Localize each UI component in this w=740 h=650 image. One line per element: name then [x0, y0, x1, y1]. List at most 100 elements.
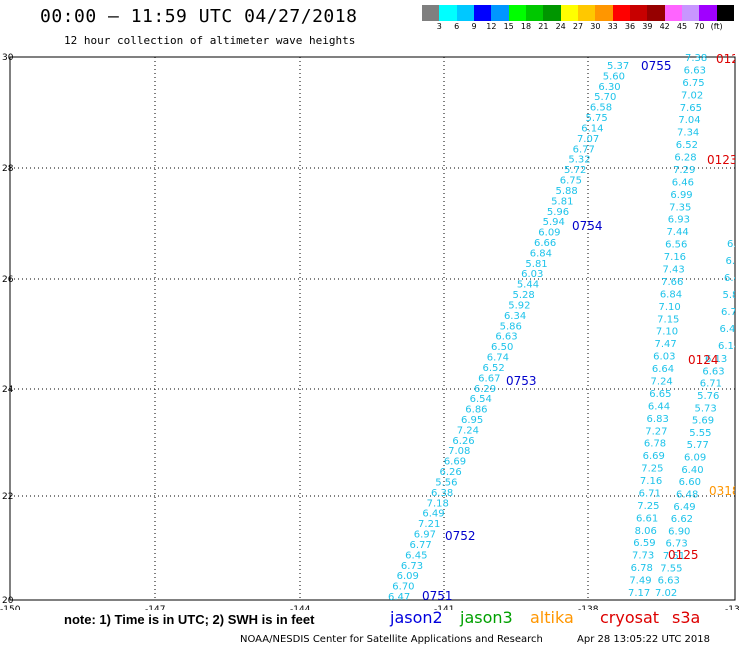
wave-height-value: 6.09 — [538, 228, 560, 239]
wave-height-value: 6.03 — [521, 269, 543, 280]
wave-height-value: 7.49 — [629, 576, 651, 587]
colorbar-label: 9 — [471, 22, 477, 31]
legend-s3a: s3a — [672, 608, 701, 627]
wave-height-value: 6.78 — [644, 439, 666, 450]
wave-height-value: 6.84 — [530, 248, 552, 259]
wave-height-value: 6.66 — [534, 238, 556, 249]
lon-label: -147 — [145, 605, 165, 610]
wave-height-value: 5.77 — [687, 440, 709, 451]
note-text: note: 1) Time is in UTC; 2) SWH is in fe… — [64, 612, 315, 627]
wave-height-value: 5.32 — [568, 155, 590, 166]
colorbar-label: 27 — [572, 22, 584, 31]
colorbar-swatch — [699, 5, 717, 21]
wave-height-value: 7.65 — [680, 103, 702, 114]
wave-height-value: 7.10 — [656, 327, 678, 338]
map-title: 00:00 – 11:59 UTC 04/27/2018 — [40, 6, 358, 27]
lat-label: 26 — [2, 275, 14, 285]
legend-jason2: jason2 — [390, 608, 443, 627]
colorbar-label: 12 — [486, 22, 497, 31]
colorbar-label: 24 — [555, 22, 566, 31]
colorbar-label: 15 — [503, 22, 514, 31]
wave-height-value: 5.94 — [543, 217, 565, 228]
wave-height-value: 7.47 — [655, 339, 677, 350]
lon-label: -135 — [725, 605, 740, 610]
time-mark-jason2: 0752 — [445, 529, 476, 543]
wave-height-value: 6.44 — [648, 401, 670, 412]
wave-height-value: 6.67 — [478, 373, 500, 384]
wave-height-value: 6.03 — [653, 352, 675, 363]
wave-height-value: 7.08 — [448, 446, 470, 457]
wave-height-value: 7.16 — [664, 252, 686, 263]
wave-height-value: 6.45 — [405, 550, 427, 561]
colorbar-label: 30 — [590, 22, 601, 31]
wave-height-value: 6.86 — [465, 405, 487, 416]
lat-label: 22 — [2, 492, 13, 502]
wave-height-value: 5.70 — [594, 92, 616, 103]
lon-label: -141 — [434, 605, 454, 610]
wave-height-value: 6.60 — [679, 477, 701, 488]
wave-height-value: 7.18 — [427, 498, 449, 509]
wave-height-value: 6.69 — [643, 451, 665, 462]
wave-height-value: 5.55 — [689, 428, 711, 439]
colorbar-swatch — [647, 5, 665, 21]
wave-height-value: 7.66 — [661, 277, 683, 288]
wave-height-value: 6.30 — [598, 82, 620, 93]
wave-height-value: 6.77 — [409, 540, 431, 551]
wave-height-value: 6.63 — [702, 366, 724, 377]
colorbar-label: 45 — [676, 22, 688, 31]
wave-height-value: 7.44 — [666, 227, 688, 238]
wave-height-value: 5.72 — [564, 165, 586, 176]
wave-height-value: 7.24 — [651, 376, 673, 387]
colorbar-swatch — [473, 5, 492, 21]
wave-height-value: 6.0 — [727, 239, 740, 250]
wave-height-value: 6.58 — [590, 103, 612, 114]
colorbar-label: 3 — [436, 22, 442, 31]
wave-height-value: 5.56 — [435, 477, 457, 488]
wave-height-value: 6.29 — [474, 384, 496, 395]
wave-height-value: 6.74 — [487, 353, 509, 364]
colorbar-swatch — [543, 5, 561, 21]
wave-height-value: 6.83 — [647, 414, 669, 425]
wave-height-value: 6.52 — [676, 140, 698, 151]
colorbar-swatch — [612, 5, 630, 21]
lat-label: 30 — [2, 53, 14, 63]
colorbar-swatch — [525, 5, 544, 21]
lon-label: -144 — [290, 605, 311, 610]
wave-height-value: 6.26 — [452, 436, 474, 447]
wave-height-value: 7.55 — [660, 563, 682, 574]
legend-altika: altika — [530, 608, 574, 627]
time-mark-altika: 0318 — [709, 484, 740, 498]
wave-height-value: 6.54 — [470, 394, 492, 405]
time-mark-jason2: 0755 — [641, 59, 672, 73]
wave-height-value: 6.56 — [665, 240, 687, 251]
wave-height-value: 6.49 — [422, 509, 444, 520]
wave-height-value: 6.69 — [444, 457, 466, 468]
wave-height-value: 6.63 — [684, 65, 706, 76]
wave-height-value: 6.14 — [718, 341, 740, 352]
colorbar-label: 21 — [538, 22, 549, 31]
wave-height-value: 5.88 — [555, 186, 577, 197]
wave-height-value: 5.69 — [692, 416, 714, 427]
wave-height-value: 7.25 — [637, 501, 659, 512]
wave-height-value: 6.09 — [397, 571, 419, 582]
legend-cryosat: cryosat — [600, 608, 660, 627]
wave-height-value: 7.02 — [655, 588, 677, 599]
wave-height-value: 5.60 — [603, 71, 625, 82]
wave-height-value: 5.84 — [723, 290, 740, 301]
wave-height-value: 6.48 — [720, 324, 740, 335]
wave-height-value: 6.95 — [461, 415, 483, 426]
track-layer: 6.476.706.096.736.456.776.977.216.497.18… — [388, 52, 740, 602]
colorbar-swatch — [508, 5, 526, 21]
wave-height-value: 5.86 — [500, 321, 522, 332]
wave-height-value: 7.15 — [657, 314, 679, 325]
colorbar-swatch — [560, 5, 578, 21]
wave-height-value: 6.38 — [431, 488, 453, 499]
wave-height-value: 6.52 — [482, 363, 504, 374]
wave-height-value: 6.79 — [721, 307, 740, 318]
wave-height-value: 5.28 — [513, 290, 535, 301]
wave-height-value: 6.73 — [666, 539, 688, 550]
wave-height-value: 6.84 — [660, 289, 682, 300]
time-mark-cryosat: 012 — [716, 52, 739, 66]
wave-height-value: 5.75 — [586, 113, 608, 124]
wave-height-value: 7.43 — [662, 265, 684, 276]
